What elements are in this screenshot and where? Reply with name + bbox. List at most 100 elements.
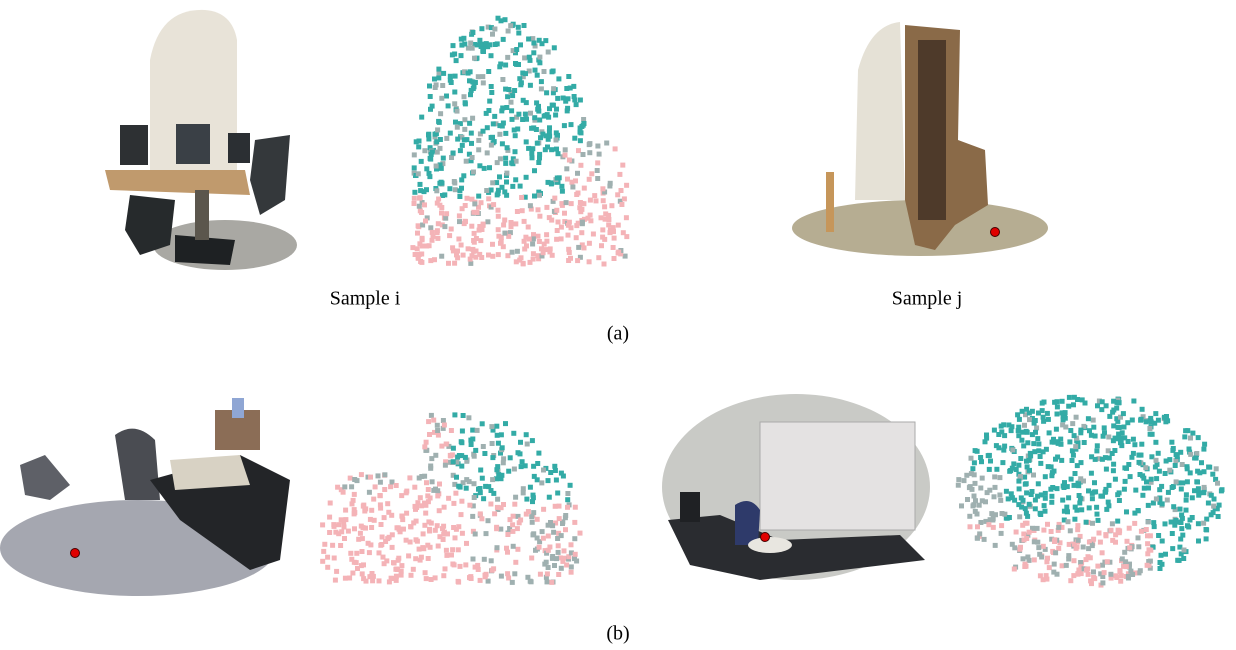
point: [1038, 573, 1043, 578]
point: [602, 262, 607, 267]
point: [572, 520, 577, 525]
point: [422, 202, 427, 207]
point: [1185, 479, 1190, 484]
point: [399, 563, 404, 568]
point: [1145, 563, 1150, 568]
point: [582, 121, 587, 126]
point: [320, 559, 325, 564]
point: [1146, 503, 1151, 508]
point: [579, 230, 584, 235]
point: [1042, 503, 1047, 508]
point: [550, 523, 555, 528]
point: [1022, 564, 1027, 569]
point: [500, 141, 505, 146]
point: [442, 192, 447, 197]
point: [1206, 465, 1211, 470]
point: [565, 491, 570, 496]
point: [343, 517, 348, 522]
point: [1174, 479, 1179, 484]
point: [1024, 511, 1029, 516]
point: [475, 210, 480, 215]
point: [461, 173, 466, 178]
point: [355, 478, 360, 483]
point: [1069, 477, 1074, 482]
point: [544, 205, 549, 210]
point: [545, 579, 550, 584]
point: [599, 243, 604, 248]
point: [1118, 435, 1123, 440]
point: [511, 544, 516, 549]
point: [547, 125, 552, 130]
point: [455, 137, 460, 142]
point: [1046, 417, 1051, 422]
point: [1049, 494, 1054, 499]
point: [1156, 533, 1161, 538]
point: [1094, 448, 1099, 453]
point: [1009, 491, 1014, 496]
point: [1145, 541, 1150, 546]
point: [1097, 531, 1102, 536]
point: [513, 495, 518, 500]
point: [371, 497, 376, 502]
point: [435, 228, 440, 233]
point: [429, 521, 434, 526]
point: [422, 444, 427, 449]
point: [549, 580, 554, 585]
point: [369, 525, 374, 530]
point: [1056, 525, 1061, 530]
point: [1078, 476, 1083, 481]
point: [569, 201, 574, 206]
point: [1095, 564, 1100, 569]
point: [1183, 428, 1188, 433]
point: [1049, 500, 1054, 505]
point: [542, 69, 547, 74]
point: [457, 213, 462, 218]
point: [339, 517, 344, 522]
point: [508, 455, 513, 460]
point: [1022, 423, 1027, 428]
point: [1166, 490, 1171, 495]
point: [1103, 532, 1108, 537]
point: [1144, 479, 1149, 484]
point: [502, 218, 507, 223]
point: [452, 261, 457, 266]
scan-b-right: [662, 394, 930, 580]
point: [1020, 409, 1025, 414]
point: [1017, 486, 1022, 491]
point: [1041, 544, 1046, 549]
point: [574, 102, 579, 107]
point: [351, 498, 356, 503]
point: [573, 552, 578, 557]
point: [541, 468, 546, 473]
point: [408, 524, 413, 529]
point: [488, 502, 493, 507]
point: [327, 515, 332, 520]
point: [448, 453, 453, 458]
point: [437, 120, 442, 125]
point: [1131, 437, 1136, 442]
point: [536, 234, 541, 239]
point: [470, 30, 475, 35]
point: [1091, 418, 1096, 423]
point: [491, 491, 496, 496]
point: [449, 428, 454, 433]
point: [600, 227, 605, 232]
point: [1020, 523, 1025, 528]
point: [482, 557, 487, 562]
point: [342, 484, 347, 489]
point: [1185, 523, 1190, 528]
point: [471, 170, 476, 175]
point: [553, 504, 558, 509]
point: [509, 220, 514, 225]
point: [1170, 448, 1175, 453]
point: [436, 544, 441, 549]
point: [378, 480, 383, 485]
point: [506, 87, 511, 92]
point: [535, 73, 540, 78]
point: [1072, 558, 1077, 563]
point: [1151, 520, 1156, 525]
point: [1064, 563, 1069, 568]
point: [446, 496, 451, 501]
point: [481, 129, 486, 134]
point: [1113, 477, 1118, 482]
